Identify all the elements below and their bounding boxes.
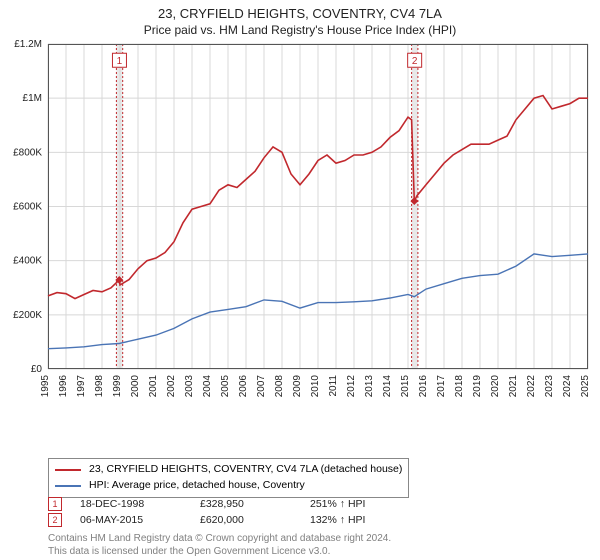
sale-marker: 1 — [48, 497, 62, 511]
sale-hpi: 251% ↑ HPI — [310, 498, 420, 510]
footer-line2: This data is licensed under the Open Gov… — [48, 545, 391, 558]
svg-text:2009: 2009 — [292, 375, 303, 398]
svg-text:2001: 2001 — [148, 375, 159, 398]
svg-text:£400K: £400K — [13, 256, 42, 267]
svg-text:2011: 2011 — [328, 375, 339, 397]
svg-text:2006: 2006 — [238, 375, 249, 398]
svg-text:2008: 2008 — [274, 375, 285, 398]
svg-text:2007: 2007 — [256, 375, 267, 398]
svg-text:1997: 1997 — [76, 375, 87, 398]
sale-row: 2 06-MAY-2015 £620,000 132% ↑ HPI — [48, 512, 420, 528]
svg-text:£1.2M: £1.2M — [14, 39, 42, 50]
chart-titles: 23, CRYFIELD HEIGHTS, COVENTRY, CV4 7LA … — [0, 0, 600, 38]
svg-text:2005: 2005 — [220, 375, 231, 398]
svg-text:1998: 1998 — [94, 375, 105, 398]
svg-text:2014: 2014 — [382, 375, 393, 398]
svg-text:£600K: £600K — [13, 202, 42, 213]
svg-text:1999: 1999 — [112, 375, 123, 398]
svg-text:2021: 2021 — [508, 375, 519, 398]
svg-text:2023: 2023 — [544, 375, 555, 398]
svg-text:£1M: £1M — [23, 93, 42, 104]
footer: Contains HM Land Registry data © Crown c… — [48, 532, 391, 558]
sale-row: 1 18-DEC-1998 £328,950 251% ↑ HPI — [48, 496, 420, 512]
sale-price: £620,000 — [200, 514, 310, 526]
svg-text:£0: £0 — [31, 364, 43, 375]
svg-text:2: 2 — [412, 56, 418, 67]
title-sub: Price paid vs. HM Land Registry's House … — [0, 22, 600, 39]
sales-table: 1 18-DEC-1998 £328,950 251% ↑ HPI 2 06-M… — [48, 496, 420, 528]
svg-text:2025: 2025 — [580, 375, 591, 398]
svg-text:2004: 2004 — [202, 375, 213, 398]
svg-text:2016: 2016 — [418, 375, 429, 398]
svg-text:£200K: £200K — [13, 310, 42, 321]
svg-text:2010: 2010 — [310, 375, 321, 398]
svg-text:1: 1 — [117, 56, 123, 67]
sale-date: 06-MAY-2015 — [80, 514, 200, 526]
footer-line1: Contains HM Land Registry data © Crown c… — [48, 532, 391, 545]
svg-text:1995: 1995 — [40, 375, 51, 398]
svg-text:2020: 2020 — [490, 375, 501, 398]
legend-swatch — [55, 469, 81, 471]
sale-date: 18-DEC-1998 — [80, 498, 200, 510]
svg-text:2013: 2013 — [364, 375, 375, 398]
svg-text:2012: 2012 — [346, 375, 357, 398]
legend-item: HPI: Average price, detached house, Cove… — [55, 478, 402, 494]
svg-text:2024: 2024 — [562, 375, 573, 398]
svg-text:2022: 2022 — [526, 375, 537, 398]
svg-text:2017: 2017 — [436, 375, 447, 398]
legend: 23, CRYFIELD HEIGHTS, COVENTRY, CV4 7LA … — [48, 458, 409, 498]
legend-swatch — [55, 485, 81, 487]
sale-price: £328,950 — [200, 498, 310, 510]
svg-text:2003: 2003 — [184, 375, 195, 398]
svg-text:2019: 2019 — [472, 375, 483, 398]
title-main: 23, CRYFIELD HEIGHTS, COVENTRY, CV4 7LA — [0, 6, 600, 22]
svg-text:1996: 1996 — [58, 375, 69, 398]
price-chart: 12£0£200K£400K£600K£800K£1M£1.2M19951996… — [48, 44, 588, 414]
legend-label: HPI: Average price, detached house, Cove… — [89, 478, 305, 494]
sale-marker: 2 — [48, 513, 62, 527]
svg-text:2018: 2018 — [454, 375, 465, 398]
svg-text:2015: 2015 — [400, 375, 411, 398]
sale-hpi: 132% ↑ HPI — [310, 514, 420, 526]
svg-text:2000: 2000 — [130, 375, 141, 398]
svg-text:2002: 2002 — [166, 375, 177, 398]
legend-item: 23, CRYFIELD HEIGHTS, COVENTRY, CV4 7LA … — [55, 462, 402, 478]
svg-text:£800K: £800K — [13, 147, 42, 158]
legend-label: 23, CRYFIELD HEIGHTS, COVENTRY, CV4 7LA … — [89, 462, 402, 478]
